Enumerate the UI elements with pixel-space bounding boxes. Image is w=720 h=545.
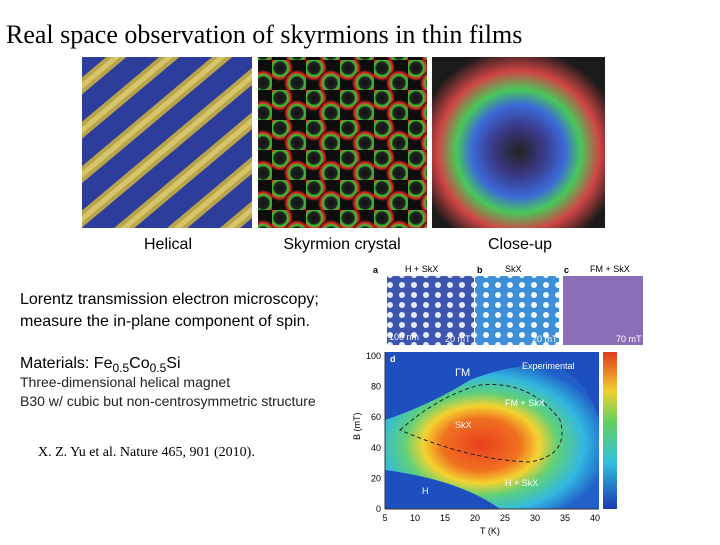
region-label: H + SkX — [505, 478, 538, 488]
body-text: Lorentz transmission electron microscopy… — [20, 291, 319, 308]
panel-letter: c — [564, 265, 569, 275]
image-caption: Skyrmion crystal — [283, 236, 400, 253]
x-axis-label: T (K) — [480, 526, 500, 536]
x-tick-label: 10 — [410, 513, 420, 523]
x-tick-label: 40 — [590, 513, 600, 523]
x-tick-label: 5 — [382, 513, 387, 523]
panel-phase: FM + SkX — [590, 264, 630, 274]
tem-image — [563, 276, 643, 345]
tem-image — [387, 276, 474, 345]
x-tick-label: 25 — [500, 513, 510, 523]
body-text: measure the in-plane component of spin. — [20, 313, 310, 330]
body-text: B30 w/ cubic but non-centrosymmetric str… — [20, 393, 316, 409]
subscript: 0.5 — [150, 361, 167, 375]
x-tick-label: 15 — [440, 513, 450, 523]
close-up-texture — [432, 57, 605, 228]
y-axis-label: B (mT) — [352, 413, 362, 441]
colorbar — [603, 352, 617, 509]
panel-letter: b — [477, 265, 483, 275]
y-tick-label: 100 — [366, 351, 381, 361]
skyrmion-crystal-image — [258, 57, 427, 228]
panel-field: 20 mT — [445, 334, 471, 344]
panel-labels: a H + SkX 100 nm 20 mT b SkX 20 mT c FM … — [373, 264, 642, 344]
region-label: ΓM — [455, 367, 470, 379]
y-tick-label: 80 — [371, 382, 381, 392]
panel-letter: d — [390, 354, 396, 364]
skx-region — [385, 365, 599, 509]
materials: Materials: Fe0.5Co0.5Si — [20, 355, 181, 375]
slide-title: Real space observation of skyrmions in t… — [6, 20, 522, 49]
x-tick-label: 20 — [470, 513, 480, 523]
region-label: SkX — [455, 420, 472, 430]
phase-boundary — [399, 383, 563, 463]
materials-text: Co — [129, 355, 150, 372]
tem-image — [475, 276, 559, 345]
diagram-labels: d Experimental ΓM FM + SkX SkX H + SkX H… — [352, 354, 575, 536]
x-tick-label: 30 — [530, 513, 540, 523]
y-tick-label: 0 — [376, 504, 381, 514]
panel-phase: SkX — [505, 264, 522, 274]
panel-letter: a — [373, 265, 379, 275]
body-text: Three-dimensional helical magnet — [20, 374, 230, 390]
y-tick-label: 20 — [371, 473, 381, 483]
legend: Experimental — [522, 361, 575, 371]
panel-field: 70 mT — [616, 334, 642, 344]
y-tick-label: 40 — [371, 443, 381, 453]
materials-text: Materials: Fe — [20, 355, 113, 372]
panel-field: 20 mT — [532, 334, 558, 344]
subscript: 0.5 — [112, 361, 129, 375]
helical-image — [82, 57, 252, 228]
scale-bar: 100 nm — [389, 332, 419, 342]
x-tick-label: 35 — [560, 513, 570, 523]
citation: X. Z. Yu et al. Nature 465, 901 (2010). — [38, 445, 255, 460]
region-label: FM + SkX — [505, 398, 545, 408]
image-caption: Close-up — [488, 236, 552, 253]
image-caption: Helical — [144, 236, 192, 253]
materials-text: Si — [166, 355, 180, 372]
y-tick-label: 60 — [371, 412, 381, 422]
region-label: H — [422, 486, 429, 496]
panel-phase: H + SkX — [405, 264, 438, 274]
